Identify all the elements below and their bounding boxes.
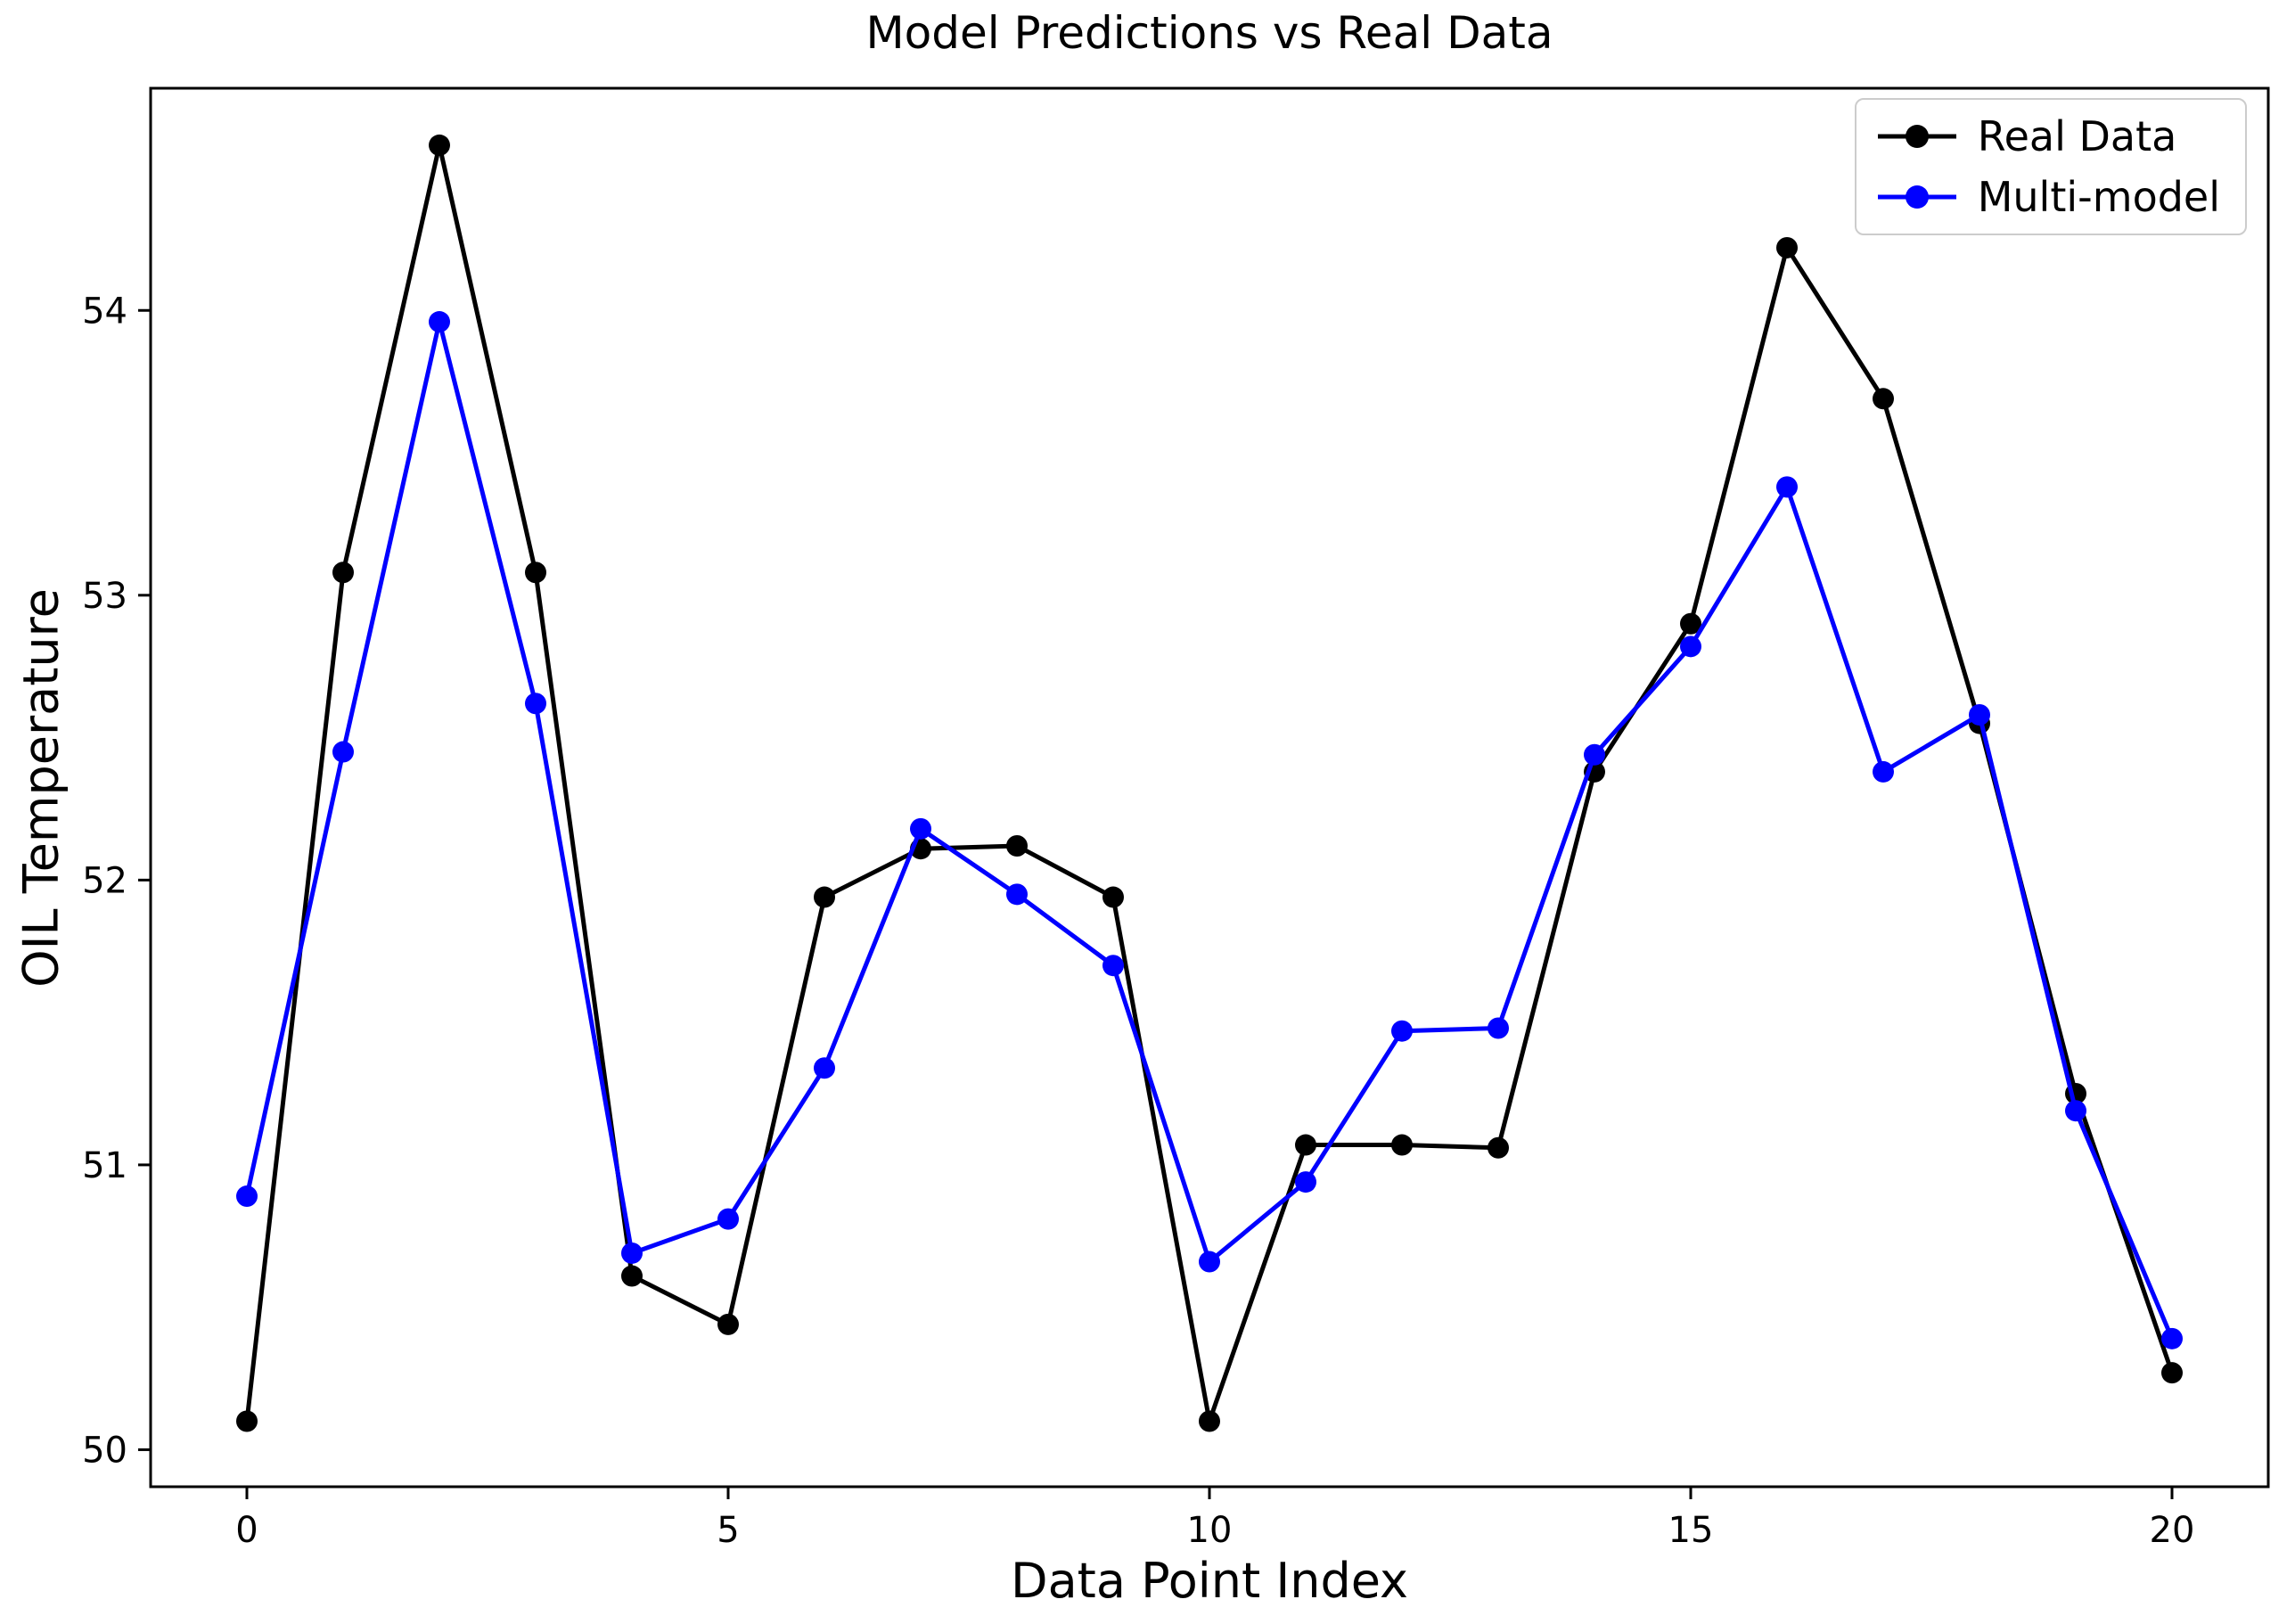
data-point-multi-model-0 bbox=[236, 1185, 258, 1208]
legend: Real Data Multi-model bbox=[1854, 98, 2247, 235]
data-point-multi-model-18 bbox=[1969, 704, 1990, 726]
data-point-multi-model-19 bbox=[2065, 1100, 2086, 1122]
y-tick-label: 53 bbox=[82, 576, 127, 617]
data-point-real-data-9 bbox=[1102, 886, 1124, 908]
data-point-real-data-1 bbox=[332, 562, 354, 584]
data-point-multi-model-20 bbox=[2161, 1327, 2183, 1349]
data-point-multi-model-8 bbox=[1006, 883, 1028, 906]
legend-item-multi-model: Multi-model bbox=[1874, 173, 2220, 221]
data-point-real-data-3 bbox=[525, 562, 546, 584]
data-point-real-data-4 bbox=[621, 1265, 643, 1287]
data-point-real-data-8 bbox=[1006, 835, 1028, 857]
x-tick-label: 0 bbox=[235, 1510, 258, 1551]
data-point-real-data-15 bbox=[1680, 612, 1701, 635]
x-tick-label: 15 bbox=[1668, 1510, 1714, 1551]
data-point-real-data-17 bbox=[1873, 388, 1894, 410]
x-tick-label: 5 bbox=[717, 1510, 739, 1551]
data-point-multi-model-9 bbox=[1102, 955, 1124, 977]
data-point-real-data-16 bbox=[1776, 236, 1798, 258]
chart-title: Model Predictions vs Real Data bbox=[865, 7, 1553, 59]
data-point-multi-model-13 bbox=[1488, 1017, 1509, 1039]
y-tick-label: 52 bbox=[82, 860, 127, 901]
data-point-multi-model-12 bbox=[1391, 1020, 1413, 1042]
plot-frame bbox=[149, 86, 2270, 1489]
series-line-real-data bbox=[244, 144, 2175, 1431]
data-point-multi-model-16 bbox=[1776, 476, 1798, 498]
data-point-real-data-6 bbox=[814, 886, 835, 908]
data-point-real-data-20 bbox=[2161, 1362, 2183, 1384]
data-point-multi-model-11 bbox=[1295, 1171, 1316, 1193]
data-point-multi-model-7 bbox=[910, 817, 931, 840]
data-point-multi-model-2 bbox=[429, 311, 450, 333]
y-tick-label: 54 bbox=[82, 291, 127, 332]
legend-label-multi-model: Multi-model bbox=[1977, 173, 2220, 221]
data-point-multi-model-3 bbox=[525, 693, 546, 715]
y-tick-label: 51 bbox=[82, 1145, 127, 1186]
y-tick-label: 50 bbox=[82, 1430, 127, 1471]
data-point-multi-model-4 bbox=[621, 1242, 643, 1264]
data-point-real-data-2 bbox=[429, 134, 450, 156]
data-point-multi-model-6 bbox=[814, 1057, 835, 1079]
data-point-multi-model-17 bbox=[1873, 760, 1894, 783]
data-point-real-data-11 bbox=[1295, 1134, 1316, 1156]
x-tick-label: 20 bbox=[2150, 1510, 2195, 1551]
data-point-real-data-10 bbox=[1199, 1410, 1220, 1432]
x-tick-label: 10 bbox=[1187, 1510, 1233, 1551]
x-axis-label: Data Point Index bbox=[1010, 1553, 1408, 1609]
legend-line-marker-icon bbox=[1877, 125, 1956, 148]
data-point-multi-model-10 bbox=[1199, 1251, 1220, 1273]
data-point-multi-model-5 bbox=[717, 1208, 739, 1230]
y-axis-label: OIL Temperature bbox=[12, 588, 70, 988]
data-point-multi-model-14 bbox=[1584, 743, 1605, 766]
data-point-real-data-5 bbox=[717, 1313, 739, 1335]
data-point-real-data-13 bbox=[1488, 1136, 1509, 1159]
legend-label-real-data: Real Data bbox=[1977, 112, 2177, 160]
data-point-multi-model-1 bbox=[332, 741, 354, 763]
data-point-multi-model-15 bbox=[1680, 636, 1701, 658]
legend-item-real-data: Real Data bbox=[1874, 112, 2220, 160]
legend-line-marker-icon bbox=[1877, 185, 1956, 209]
data-point-real-data-0 bbox=[236, 1410, 258, 1432]
series-line-multi-model bbox=[244, 321, 2175, 1340]
data-point-real-data-12 bbox=[1391, 1134, 1413, 1156]
